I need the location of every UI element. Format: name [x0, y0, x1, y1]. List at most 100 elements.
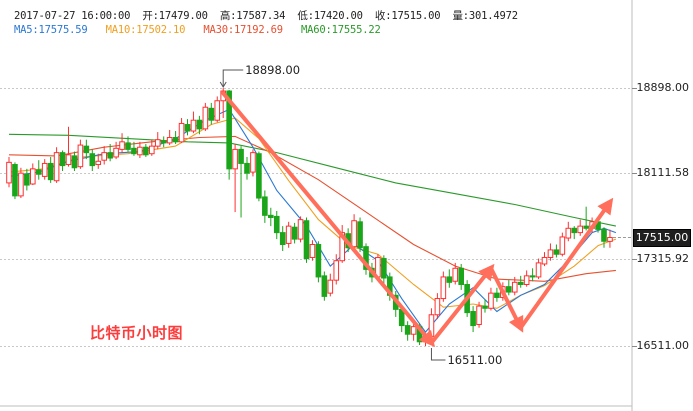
candle-up: [154, 139, 161, 147]
candle-up: [232, 148, 238, 170]
candle-up: [333, 260, 340, 281]
candle-down: [71, 155, 78, 169]
candle-up: [565, 227, 572, 239]
candle-up: [577, 225, 584, 234]
candle-down: [315, 244, 322, 278]
ma60-line: [8, 133, 617, 227]
candle-down: [83, 145, 90, 154]
candle-up: [607, 236, 613, 242]
y-tick-label: 16511.00: [636, 339, 690, 352]
close-label: 收:: [374, 10, 392, 22]
candle-down: [47, 162, 54, 181]
candle-up: [137, 146, 143, 156]
candle-up: [41, 162, 48, 177]
trend-arrow: [518, 197, 614, 330]
candle-down: [143, 146, 149, 156]
candle-up: [6, 161, 12, 184]
candle-up: [65, 154, 72, 166]
candle-down: [303, 220, 310, 260]
candle-up: [351, 220, 357, 248]
volume-value: 301.4972: [468, 10, 518, 22]
candle-up: [297, 219, 304, 240]
open-label: 开:: [142, 10, 159, 22]
candle-up: [476, 305, 482, 325]
ma30-value: 17192.69: [233, 24, 283, 36]
candle-up: [547, 249, 554, 258]
candle-up: [285, 225, 292, 244]
candle-down: [571, 227, 578, 234]
ma5-value: 17575.59: [38, 24, 88, 36]
candle-down: [506, 286, 512, 293]
low-value: 17420.00: [313, 10, 363, 22]
trend-arrow: [221, 91, 436, 348]
high-value: 17587.34: [236, 10, 286, 22]
info-time: 16:00:00: [81, 10, 131, 22]
candle-up: [77, 144, 84, 168]
candle-down: [494, 292, 500, 298]
candle-up: [18, 172, 24, 197]
high-marker-arrowhead: [219, 81, 227, 88]
candle-up: [178, 122, 185, 143]
candle-down: [279, 232, 286, 246]
ma60-value: 17555.22: [331, 24, 381, 36]
y-tick-label: 17315.92: [636, 251, 690, 265]
candle-down: [89, 153, 96, 167]
candle-up: [434, 298, 441, 316]
candle-down: [12, 164, 18, 197]
candle-down: [553, 249, 560, 255]
ma60-label: MA60:: [301, 24, 332, 36]
candle-up: [523, 275, 530, 285]
high-label: 高:: [219, 10, 237, 22]
candle-up: [488, 292, 494, 309]
open-value: 17479.00: [158, 10, 208, 22]
candle-down: [107, 152, 113, 159]
candle-down: [291, 226, 298, 240]
high-marker-line: [222, 69, 244, 86]
last-price-tag: 17515.00: [633, 229, 691, 248]
ma10-legend: MA10:17502.10: [106, 24, 192, 36]
candle-down: [244, 162, 250, 174]
ma10-value: 17502.10: [136, 24, 186, 36]
candle-down: [35, 169, 42, 175]
candle-down: [517, 281, 524, 285]
low-label: 低:: [297, 10, 314, 22]
y-tick-label: 18111.58: [636, 166, 690, 179]
candle-up: [309, 244, 316, 258]
candle-down: [184, 124, 191, 132]
candle-up: [452, 267, 459, 282]
candle-down: [256, 153, 262, 199]
candle-down: [321, 275, 328, 297]
candle-up: [410, 326, 417, 335]
candle-down: [208, 107, 215, 121]
candle-down: [24, 173, 30, 186]
candle-down: [357, 221, 363, 249]
ma5-legend: MA5:17575.59: [14, 24, 93, 36]
candle-down: [404, 325, 411, 335]
y-tick-label: 18898.00: [636, 81, 690, 94]
candle-down: [238, 148, 244, 164]
trend-arrow: [488, 266, 524, 333]
candle-up: [511, 281, 518, 293]
candle-up: [190, 119, 197, 132]
candle-down: [458, 267, 464, 285]
candle-up: [440, 276, 447, 300]
ohlc-info-row: 2017-07-27 16:00:00 开:17479.00 高:17587.34…: [14, 8, 524, 23]
close-value: 17515.00: [391, 10, 441, 22]
candle-down: [226, 90, 232, 170]
candle-down: [482, 305, 488, 309]
low-marker-label: 16511.00: [447, 353, 503, 367]
candle-up: [339, 232, 345, 262]
candle-up: [559, 236, 566, 255]
candle-up: [214, 100, 221, 121]
candle-up: [541, 256, 548, 265]
candle-down: [470, 311, 476, 327]
candle-down: [172, 137, 179, 143]
ma-info-row: MA5:17575.59 MA10:17502.10 MA30:17192.69…: [14, 24, 393, 36]
ma5-label: MA5:: [14, 24, 39, 36]
candle-up: [428, 314, 435, 337]
candle-up: [53, 152, 60, 182]
candle-down: [262, 196, 268, 216]
ma30-label: MA30:: [203, 24, 234, 36]
candle-up: [535, 262, 542, 278]
candle-down: [583, 225, 589, 229]
